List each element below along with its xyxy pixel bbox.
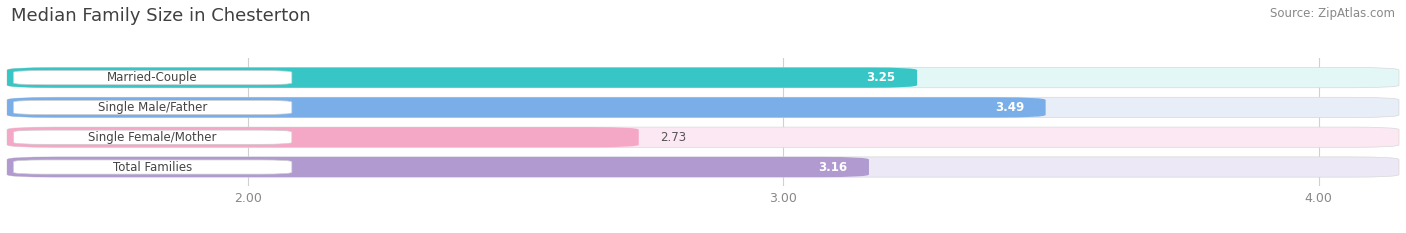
Text: 3.16: 3.16 (818, 161, 848, 174)
Text: 2.73: 2.73 (661, 131, 686, 144)
FancyBboxPatch shape (14, 130, 292, 144)
FancyBboxPatch shape (7, 68, 917, 88)
Text: Total Families: Total Families (112, 161, 193, 174)
FancyBboxPatch shape (14, 160, 292, 174)
FancyBboxPatch shape (14, 100, 292, 114)
FancyBboxPatch shape (7, 97, 1046, 118)
FancyBboxPatch shape (7, 157, 869, 177)
Text: Married-Couple: Married-Couple (107, 71, 198, 84)
Text: Median Family Size in Chesterton: Median Family Size in Chesterton (11, 7, 311, 25)
FancyBboxPatch shape (7, 68, 1399, 88)
Text: Single Female/Mother: Single Female/Mother (89, 131, 217, 144)
Text: 3.25: 3.25 (866, 71, 896, 84)
Text: Single Male/Father: Single Male/Father (98, 101, 207, 114)
Text: Source: ZipAtlas.com: Source: ZipAtlas.com (1270, 7, 1395, 20)
Text: 3.49: 3.49 (995, 101, 1024, 114)
FancyBboxPatch shape (7, 157, 1399, 177)
FancyBboxPatch shape (7, 127, 1399, 147)
FancyBboxPatch shape (7, 127, 638, 147)
FancyBboxPatch shape (7, 97, 1399, 118)
FancyBboxPatch shape (14, 71, 292, 85)
